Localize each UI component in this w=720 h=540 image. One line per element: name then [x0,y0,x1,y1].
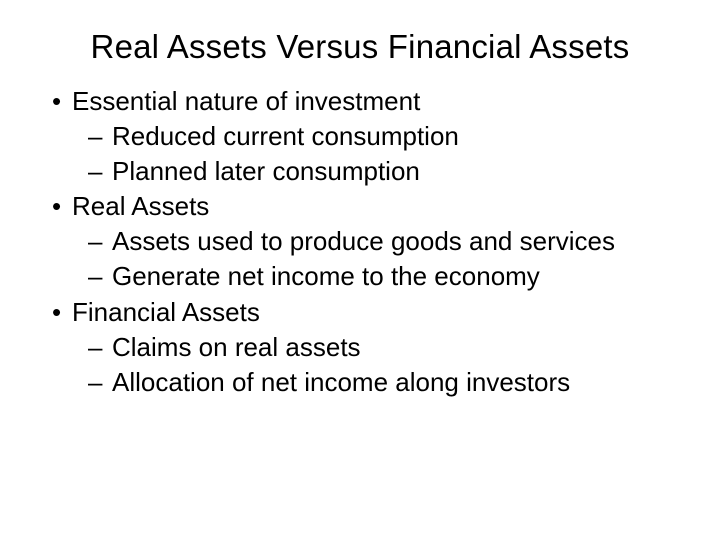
sub-item-text: Reduced current consumption [112,121,459,151]
list-item: Financial Assets Claims on real assets A… [46,295,680,400]
sub-item: Planned later consumption [88,154,680,189]
bullet-text: Real Assets [46,189,680,224]
slide: Real Assets Versus Financial Assets Esse… [0,0,720,540]
sub-item-text: Generate net income to the economy [112,261,540,291]
sub-item-text: Allocation of net income along investors [112,367,570,397]
sub-item-text: Assets used to produce goods and service… [112,226,615,256]
bullet-list: Essential nature of investment Reduced c… [40,84,680,400]
sub-list: Reduced current consumption Planned late… [46,119,680,189]
sub-item: Generate net income to the economy [88,259,680,294]
sub-item: Assets used to produce goods and service… [88,224,680,259]
sub-list: Assets used to produce goods and service… [46,224,680,294]
sub-item-text: Planned later consumption [112,156,420,186]
list-item: Real Assets Assets used to produce goods… [46,189,680,294]
sub-item: Allocation of net income along investors [88,365,680,400]
list-item: Essential nature of investment Reduced c… [46,84,680,189]
slide-title: Real Assets Versus Financial Assets [40,28,680,66]
bullet-text: Essential nature of investment [46,84,680,119]
sub-item-text: Claims on real assets [112,332,361,362]
sub-item: Claims on real assets [88,330,680,365]
bullet-text: Financial Assets [46,295,680,330]
sub-list: Claims on real assets Allocation of net … [46,330,680,400]
sub-item: Reduced current consumption [88,119,680,154]
